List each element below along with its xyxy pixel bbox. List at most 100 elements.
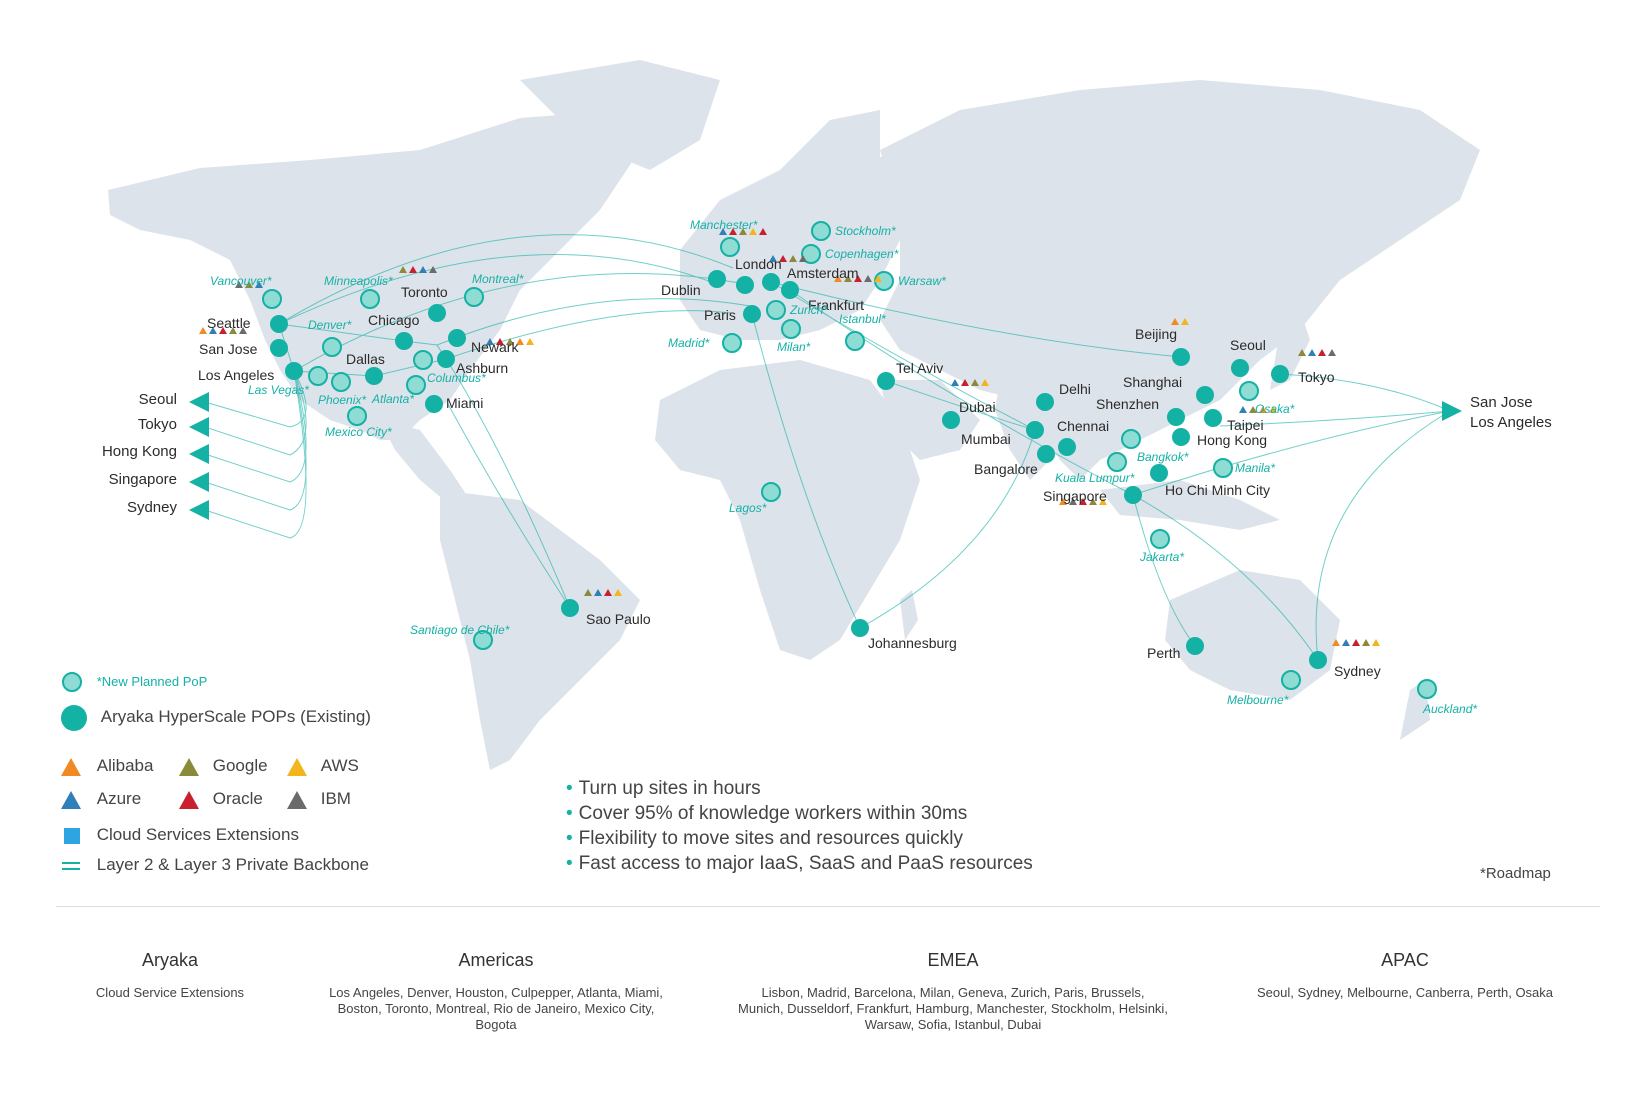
bullet-item: Flexibility to move sites and resources …: [566, 826, 1033, 851]
cloud-provider-triangle-icon: [1269, 406, 1277, 413]
cloud-provider-triangle-icon: [1362, 639, 1370, 646]
cloud-provider-triangle-icon: [981, 379, 989, 386]
legend-backbone: Layer 2 & Layer 3 Private Backbone: [60, 855, 369, 876]
planned-pop-mexico-city: [347, 406, 367, 426]
legend-oracle-label: Oracle: [212, 789, 263, 808]
cloud-provider-triangle-icon: [1059, 498, 1067, 505]
cloud-provider-triangle-icon: [526, 338, 534, 345]
cloud-provider-triangle-icon: [399, 266, 407, 273]
planned-pop-madrid: [722, 333, 742, 353]
cloud-provider-triangle-icon: [1332, 639, 1340, 646]
cloud-provider-triangle-icon: [1089, 498, 1097, 505]
oracle-triangle-icon: [179, 790, 199, 809]
exit-arrow-left-icon: [189, 417, 209, 437]
legend-azure-label: Azure: [96, 789, 142, 808]
planned-pop-denver: [322, 337, 342, 357]
cloud-provider-triangle-icon: [1239, 406, 1247, 413]
cloud-extension-square-icon: [64, 827, 80, 844]
cloud-provider-triangle-icon: [604, 589, 612, 596]
divider: [56, 906, 1600, 907]
planned-pop-istanbul: [845, 331, 865, 351]
planned-pop-label-columbus: Columbus*: [427, 371, 486, 385]
planned-pop-auckland: [1417, 679, 1437, 699]
pop-label-taipei: Taipei: [1227, 417, 1264, 433]
pop-singapore: [1124, 486, 1142, 504]
column-title: APAC: [1381, 950, 1429, 970]
planned-pop-manchester: [720, 237, 740, 257]
pop-label-seoul: Seoul: [1230, 337, 1266, 353]
planned-pop-label-auckland: Auckland*: [1423, 702, 1478, 716]
pop-label-tokyo: Tokyo: [1298, 369, 1335, 385]
planned-pop-label-vancouver: Vancouver*: [210, 274, 272, 288]
planned-pop-label-jakarta: Jakarta*: [1140, 550, 1185, 564]
planned-pop-zurich: [766, 300, 786, 320]
pop-label-hong-kong: Hong Kong: [1197, 432, 1268, 448]
cloud-provider-triangle-icon: [749, 228, 757, 235]
planned-pop-kuala-lumpur: [1107, 452, 1127, 472]
bullet-item: Cover 95% of knowledge workers within 30…: [566, 801, 1033, 826]
pop-label-toronto: Toronto: [401, 284, 448, 300]
cloud-provider-triangle-icon: [594, 589, 602, 596]
pop-label-newark: Newark: [471, 339, 519, 355]
legend-aws-label: AWS: [320, 756, 359, 775]
cloud-provider-triangle-icon: [219, 327, 227, 334]
planned-pop-label-melbourne: Melbourne*: [1227, 693, 1289, 707]
pop-chicago: [395, 332, 413, 350]
exit-label-singapore: Singapore: [108, 471, 177, 488]
pop-label-shenzhen: Shenzhen: [1096, 396, 1160, 412]
planned-pop-montreal: [464, 287, 484, 307]
planned-pop-label-madrid: Madrid*: [668, 336, 710, 350]
continents: [108, 60, 1480, 770]
pop-label-ho-chi-minh-city: Ho Chi Minh City: [1165, 482, 1271, 498]
column-title: Americas: [458, 950, 534, 970]
legend-alibaba: Alibaba: [60, 756, 153, 777]
cloud-provider-triangle-icon: [1079, 498, 1087, 505]
scandinavia: [780, 110, 880, 180]
pop-label-london: London: [735, 256, 782, 272]
column-title: Aryaka: [141, 950, 199, 970]
exit-label-right-los-angeles: Los Angeles: [1470, 414, 1552, 431]
planned-pop-label-milan: Milan*: [777, 340, 811, 354]
pop-tokyo: [1271, 365, 1289, 383]
feature-bullets: Turn up sites in hours Cover 95% of know…: [566, 776, 1033, 876]
ibm-triangle-icon: [287, 790, 307, 809]
pop-label-dublin: Dublin: [661, 282, 701, 298]
pop-seattle: [270, 315, 288, 333]
pop-dublin: [708, 270, 726, 288]
cloud-provider-triangle-icon: [199, 327, 207, 334]
pop-shenzhen: [1167, 408, 1185, 426]
pop-label-sao-paulo: Sao Paulo: [586, 611, 651, 627]
pop-chennai: [1058, 438, 1076, 456]
azure-triangle-icon: [61, 790, 81, 809]
pop-toronto: [428, 304, 446, 322]
column-apac: APAC Seoul, Sydney, Melbourne, Canberra,…: [1230, 950, 1580, 1001]
pop-london: [736, 276, 754, 294]
cloud-provider-triangle-icon: [779, 255, 787, 262]
planned-pop-columbus: [413, 350, 433, 370]
pop-amsterdam: [762, 273, 780, 291]
pop-label-miami: Miami: [446, 395, 484, 411]
planned-pop-label-manila: Manila*: [1235, 461, 1276, 475]
cloud-provider-triangle-icon: [409, 266, 417, 273]
pop-sao-paulo: [561, 599, 579, 617]
pops-layer: [189, 221, 1462, 699]
africa: [655, 360, 920, 660]
exit-arrow-left-icon: [189, 444, 209, 464]
planned-pop-jakarta: [1150, 529, 1170, 549]
cloud-provider-triangle-icon: [799, 255, 807, 262]
cloud-provider-triangle-icon: [235, 281, 243, 288]
cloud-provider-triangle-icon: [429, 266, 437, 273]
pop-frankfurt: [781, 281, 799, 299]
google-triangle-icon: [179, 757, 199, 776]
planned-pop-label-minneapolis: Minneapolis*: [324, 274, 393, 288]
cloud-provider-triangle-icon: [1181, 318, 1189, 325]
planned-pop-minneapolis: [360, 289, 380, 309]
pop-mumbai: [1026, 421, 1044, 439]
cloud-provider-triangle-icon: [719, 228, 727, 235]
cloud-provider-triangle-icon: [729, 228, 737, 235]
pop-taipei: [1204, 409, 1222, 427]
bullet-item: Fast access to major IaaS, SaaS and PaaS…: [566, 851, 1033, 876]
pop-label-johannesburg: Johannesburg: [868, 635, 957, 651]
planned-pop-milan: [781, 319, 801, 339]
exit-label-sydney: Sydney: [126, 499, 177, 516]
